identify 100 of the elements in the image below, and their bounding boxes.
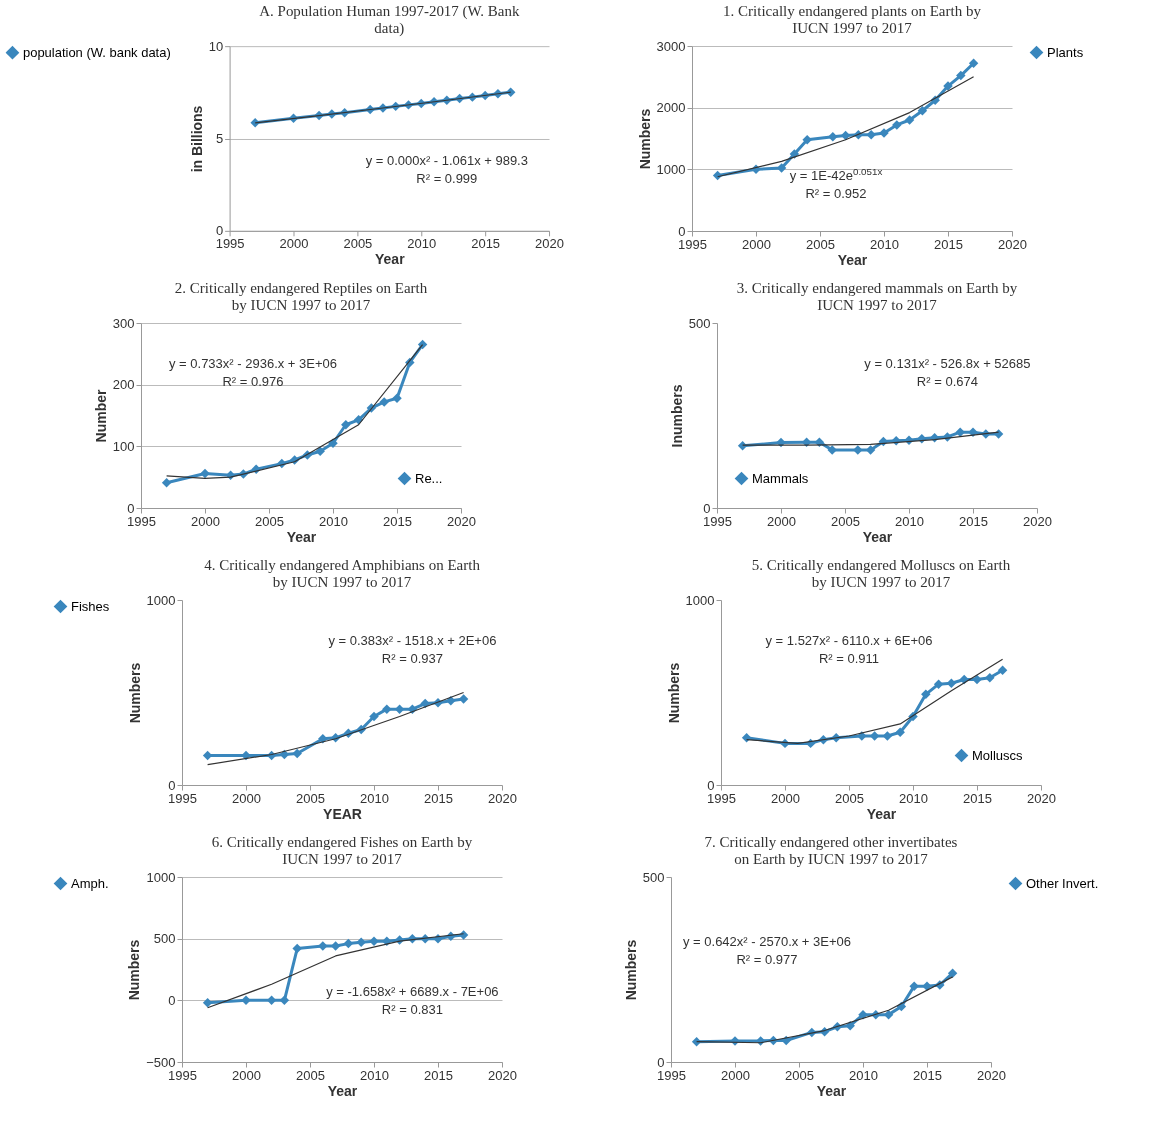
y-tick-label: 5 <box>215 130 224 146</box>
y-axis-title: Numbers <box>636 108 653 170</box>
y-tick-label: 0 <box>656 1054 664 1070</box>
y-tick-label: 0 <box>167 992 175 1008</box>
x-tick-label: 2005 <box>834 790 864 806</box>
x-tick-label: 2015 <box>962 790 992 806</box>
legend-label: Other Invert. <box>1025 875 1098 891</box>
x-tick-label: 2015 <box>912 1067 942 1083</box>
x-tick-label: 1995 <box>215 236 245 252</box>
x-tick-label: 2010 <box>319 513 348 529</box>
y-tick-label: 500 <box>153 931 175 947</box>
x-tick-label: 2020 <box>998 236 1027 252</box>
annotation: y = 1E-42e$^{0.051x}$ <box>789 165 883 183</box>
point <box>894 727 905 738</box>
chart-title: 5. Critically endangered Molluscs on Earth by IUCN 1997 to 2017 <box>751 557 1011 590</box>
y-tick-label: 500 <box>642 869 664 885</box>
y-axis-title: Numbers <box>125 939 142 1001</box>
annotation: R² = 0.674 <box>916 373 978 389</box>
x-tick-label: 2015 <box>471 236 501 252</box>
x-tick-label: 2005 <box>295 790 325 806</box>
x-tick-label: 2010 <box>407 236 437 252</box>
y-axis-title: Numbers <box>126 662 143 724</box>
x-tick-label: 1995 <box>706 790 736 806</box>
legend-label: Amph. <box>70 875 109 891</box>
x-tick-label: 1995 <box>678 236 707 252</box>
point <box>202 998 212 1008</box>
y-tick-label: 1000 <box>146 592 175 608</box>
point <box>968 58 979 69</box>
y-axis-title: Numbers <box>622 939 639 1001</box>
legend-label: Molluscs <box>971 747 1023 763</box>
x-tick-label: 2010 <box>359 790 389 806</box>
x-axis-title: Year <box>327 1082 358 1099</box>
y-tick-label: 0 <box>127 500 135 516</box>
x-tick-label: 2010 <box>848 1067 878 1083</box>
y-axis-title: in Billions <box>188 105 205 173</box>
annotation: y = 0.383x² - 1518.x + 2E+06 <box>327 632 496 648</box>
x-tick-label: 2005 <box>806 236 835 252</box>
x-tick-label: 2000 <box>770 790 800 806</box>
point <box>882 731 892 741</box>
x-tick-label: 2020 <box>535 236 564 252</box>
annotation: y = 0.733x² - 2936.x + 3E+06 <box>168 355 338 371</box>
x-tick-label: 2010 <box>870 236 899 252</box>
y-tick-label: 1000 <box>146 869 175 885</box>
y-tick-label: 0 <box>678 223 686 239</box>
annotation: R² = 0.952 <box>805 185 867 201</box>
point <box>827 445 837 455</box>
x-axis-title: Year <box>816 1082 847 1099</box>
point <box>904 115 915 125</box>
x-tick-label: 2005 <box>784 1067 814 1083</box>
x-tick-label: 1995 <box>703 513 732 529</box>
point <box>379 397 389 407</box>
point <box>917 106 928 116</box>
y-axis-title: Number <box>92 389 109 443</box>
y-tick-label: 0 <box>167 777 175 793</box>
point <box>958 674 969 685</box>
x-axis-title: Year <box>286 528 317 545</box>
x-tick-label: 2005 <box>255 513 284 529</box>
point <box>381 704 392 714</box>
point <box>200 468 210 479</box>
point <box>368 711 379 722</box>
x-tick-label: 2020 <box>1023 513 1052 529</box>
y-tick-label: 0 <box>706 777 714 793</box>
legend-label: Re... <box>415 470 443 486</box>
y-tick-label: 1000 <box>656 161 686 177</box>
point <box>956 70 966 81</box>
x-tick-label: 2020 <box>487 1067 517 1083</box>
x-axis-title: Year <box>837 251 868 268</box>
point <box>892 120 902 130</box>
x-tick-label: 2000 <box>231 790 261 806</box>
x-tick-label: 1995 <box>127 513 156 529</box>
point <box>802 134 812 145</box>
x-tick-label: 1995 <box>167 790 197 806</box>
annotation: R² = 0.977 <box>735 951 798 967</box>
y-tick-label: 200 <box>112 377 135 393</box>
annotation: R² = 0.976 <box>222 373 284 389</box>
point <box>947 968 957 978</box>
chart-title: 3. Critically endangered mammals on Earth by IUCN 1997 to 2017 <box>736 280 1018 313</box>
annotation: y = 0.642x² - 2570.x + 3E+06 <box>682 933 851 949</box>
y-tick-label: 2000 <box>656 100 686 116</box>
x-tick-label: 2005 <box>343 236 373 252</box>
x-tick-label: 2010 <box>898 790 928 806</box>
x-tick-label: 2020 <box>976 1067 1006 1083</box>
y-axis-title: Numbers <box>665 662 682 724</box>
x-tick-label: 2005 <box>295 1067 325 1083</box>
y-tick-label: 10 <box>208 38 224 54</box>
y-axis-title: Inumbers <box>668 384 685 448</box>
legend-label: Plants <box>1047 44 1084 60</box>
point <box>341 420 351 430</box>
point <box>279 995 289 1006</box>
chart-title: 2. Critically endangered Reptiles on Earth by IUCN 1997 to 2017 <box>174 280 428 313</box>
y-tick-label: 100 <box>112 438 135 454</box>
point <box>857 1009 868 1020</box>
x-tick-label: 2015 <box>423 1067 453 1083</box>
x-axis-title: Year <box>375 251 406 268</box>
annotation: R² = 0.937 <box>381 650 443 666</box>
y-tick-label: 3000 <box>656 38 686 54</box>
y-tick-label: 0 <box>215 223 224 239</box>
point <box>828 131 838 142</box>
x-axis-title: YEAR <box>322 805 362 822</box>
annotation: R² = 0.911 <box>818 650 879 666</box>
